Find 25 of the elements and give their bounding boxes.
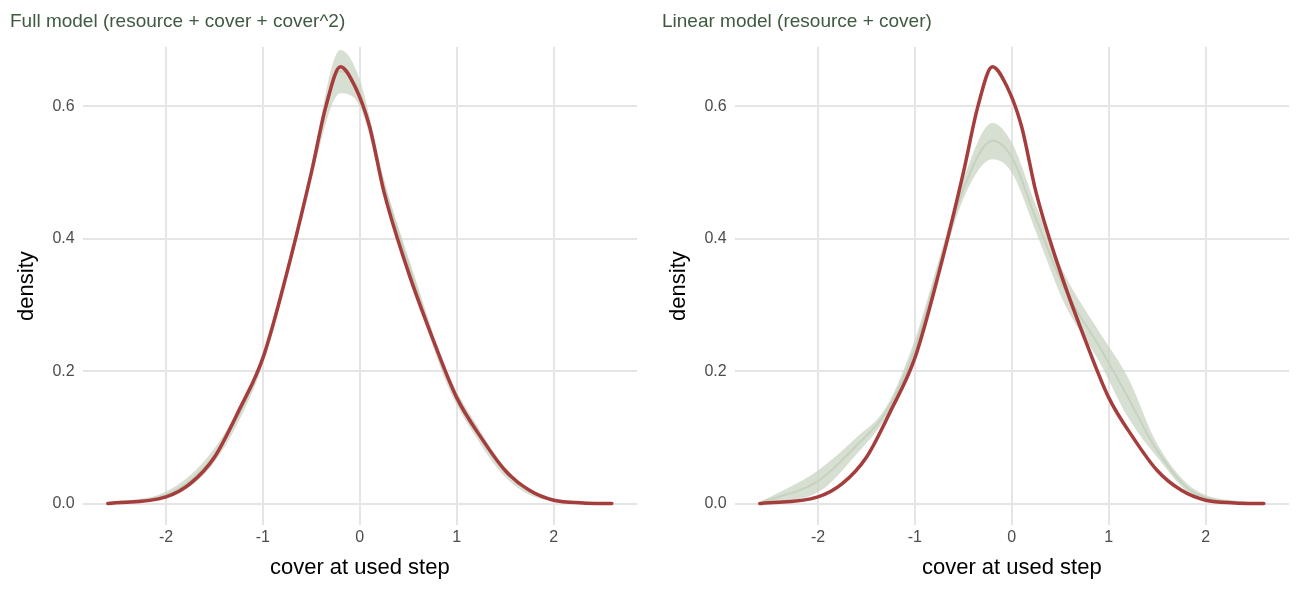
- x-tick-label: -2: [158, 528, 174, 546]
- y-tick-label: 0.4: [704, 229, 727, 247]
- x-tick-label: 2: [549, 528, 559, 546]
- x-tick-label: 1: [452, 528, 462, 546]
- x-tick-label: 0: [1007, 528, 1017, 546]
- y-tick-label: 0.4: [52, 229, 75, 247]
- chart-title: Linear model (resource + cover): [662, 9, 932, 31]
- y-tick-label: 0.2: [704, 361, 727, 379]
- x-tick-label: 2: [1201, 528, 1211, 546]
- y-tick-label: 0.2: [52, 361, 75, 379]
- x-axis-title: cover at used step: [921, 553, 1102, 579]
- y-tick-label: 0.0: [52, 493, 75, 511]
- chart-title: Full model (resource + cover + cover^2): [10, 9, 346, 31]
- x-tick-label: 0: [355, 528, 365, 546]
- y-tick-label: 0.6: [52, 96, 75, 114]
- x-tick-label: -1: [255, 528, 271, 546]
- x-axis-title: cover at used step: [269, 553, 450, 579]
- y-tick-label: 0.6: [704, 96, 727, 114]
- x-tick-label: -2: [810, 528, 826, 546]
- y-tick-label: 0.0: [704, 493, 727, 511]
- y-axis-title: density: [665, 251, 691, 321]
- y-axis-title: density: [13, 251, 39, 321]
- line-series: [758, 64, 1266, 506]
- x-tick-label: 1: [1104, 528, 1114, 546]
- x-tick-label: -1: [907, 528, 923, 546]
